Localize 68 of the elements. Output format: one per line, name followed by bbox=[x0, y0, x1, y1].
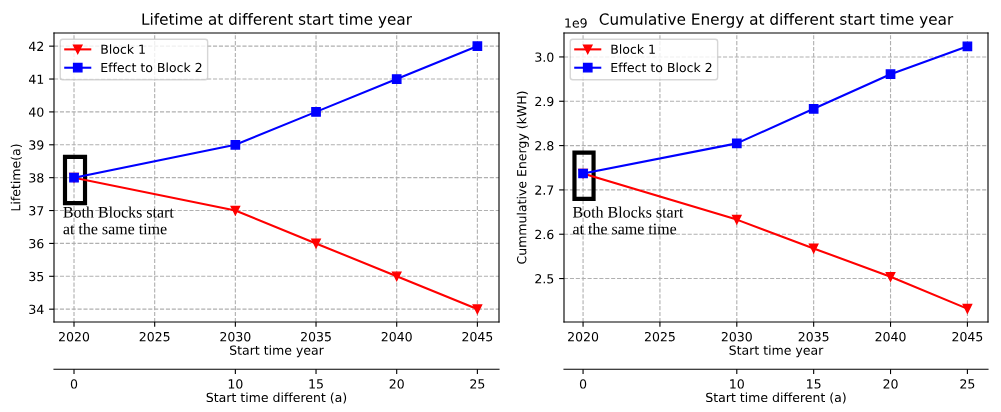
y-tick-label: 38 bbox=[29, 173, 44, 183]
x-tick-label: 2025 bbox=[644, 331, 675, 342]
x2-tick-label: 0 bbox=[579, 379, 587, 389]
x-tick-label: 2030 bbox=[220, 331, 251, 342]
point bbox=[472, 304, 483, 315]
x2-axis-title: Start time different (a) bbox=[706, 392, 846, 404]
point bbox=[808, 103, 819, 114]
x-tick-label: 2035 bbox=[798, 331, 829, 342]
point bbox=[731, 214, 742, 225]
x2-tick-label: 20 bbox=[883, 379, 898, 389]
y-axis-title: Lifetime(a) bbox=[10, 144, 22, 211]
y-tick-label: 34 bbox=[29, 304, 44, 315]
y-tick-label: 36 bbox=[29, 238, 44, 249]
point bbox=[472, 41, 483, 52]
point bbox=[391, 74, 402, 84]
point bbox=[311, 107, 321, 117]
x-tick-label: 2035 bbox=[301, 331, 331, 342]
annotation: Both Blocks start at the same time bbox=[572, 206, 684, 235]
point bbox=[808, 243, 819, 254]
y-axis-title: Cummulative Energy (kWH) bbox=[516, 91, 529, 264]
chart-title: Cumulative Energy at different start time year bbox=[599, 13, 954, 28]
point bbox=[962, 303, 973, 314]
x2-tick-label: 25 bbox=[470, 379, 485, 389]
y-tick-label: 2.7 bbox=[535, 185, 554, 195]
x-tick-label: 2040 bbox=[381, 331, 412, 342]
x-tick-label: 2025 bbox=[139, 331, 170, 342]
point bbox=[731, 138, 742, 149]
y-tick-label: 41 bbox=[28, 74, 44, 84]
y-tick-label: 2.8 bbox=[535, 141, 554, 151]
point bbox=[885, 271, 896, 282]
chart-title: Lifetime at different start time year bbox=[142, 13, 412, 28]
y-tick-label: 2.6 bbox=[535, 229, 554, 240]
x2-tick-label: 10 bbox=[228, 379, 243, 389]
point bbox=[311, 238, 321, 249]
y-tick-label: 40 bbox=[28, 107, 44, 117]
x-tick-label: 2040 bbox=[875, 331, 906, 342]
y-tick-label: 3.0 bbox=[535, 52, 554, 62]
y-tick-label: 35 bbox=[29, 271, 44, 282]
point bbox=[230, 205, 241, 216]
point bbox=[230, 139, 241, 150]
x2-tick-label: 25 bbox=[960, 379, 975, 389]
x2-tick-label: 0 bbox=[70, 379, 78, 389]
x2-tick-label: 10 bbox=[730, 379, 744, 389]
point bbox=[962, 41, 973, 52]
y-tick-label: 42 bbox=[28, 41, 44, 51]
x-tick-label: 2045 bbox=[952, 331, 983, 342]
y-tick-label: 2.5 bbox=[535, 274, 554, 284]
point bbox=[391, 271, 402, 282]
text: 1e9 bbox=[565, 18, 587, 28]
x2-tick-label: 15 bbox=[807, 379, 821, 389]
x2-tick-label: 20 bbox=[389, 379, 404, 389]
x-tick-label: 2020 bbox=[568, 331, 599, 342]
y-tick-label: 37 bbox=[29, 206, 44, 216]
annotation: Both Blocks start at the same time bbox=[63, 206, 174, 235]
x-tick-label: 2020 bbox=[59, 331, 90, 342]
legend-label: Effect to Block 2 bbox=[611, 62, 712, 73]
legend-label: Effect to Block 2 bbox=[101, 62, 202, 73]
legend-label: Block 1 bbox=[611, 44, 655, 54]
x2-tick-label: 15 bbox=[309, 379, 323, 389]
y-tick-label: 2.9 bbox=[535, 96, 554, 107]
x-axis-title: Start time year bbox=[230, 345, 324, 358]
y-tick-label: 39 bbox=[29, 140, 44, 150]
x-tick-label: 2045 bbox=[462, 331, 493, 342]
x-axis-title: Start time year bbox=[729, 345, 824, 358]
x-tick-label: 2030 bbox=[721, 331, 752, 342]
point bbox=[885, 69, 896, 80]
legend-label: Block 1 bbox=[101, 44, 145, 54]
x2-axis-title: Start time different (a) bbox=[206, 392, 347, 404]
